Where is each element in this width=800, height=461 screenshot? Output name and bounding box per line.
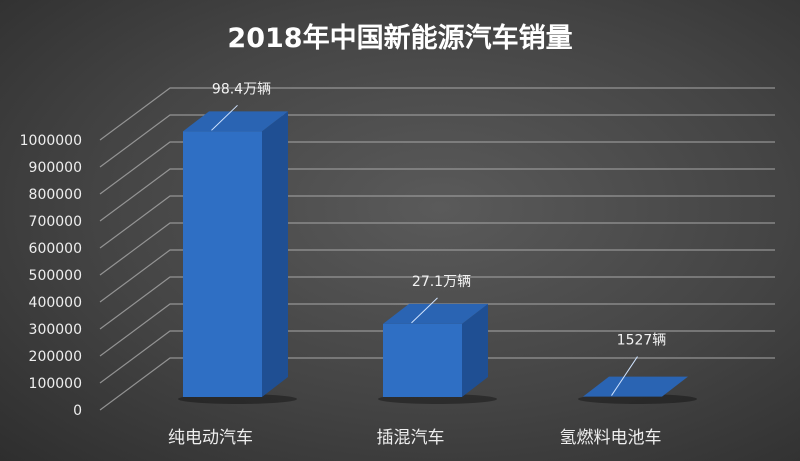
data-label-leader [211,104,238,131]
bar: 1527辆 [578,333,697,404]
gridline [99,357,775,411]
gridline [99,330,775,384]
gridlines [99,87,775,411]
y-tick-label: 700000 [29,214,82,230]
data-label: 27.1万辆 [412,274,471,290]
gridline [99,303,775,357]
chart-title: 2018年中国新能源汽车销量 [227,22,572,54]
data-label: 1527辆 [617,333,667,349]
bar-front [383,323,462,397]
y-tick-label: 100000 [29,376,82,392]
gridline [99,195,775,249]
gridline [99,249,775,303]
bar-top [383,303,488,324]
data-label-leader [611,356,638,396]
y-tick-label: 400000 [29,295,82,311]
category-label: 插混汽车 [377,428,445,448]
y-tick-label: 300000 [29,322,82,338]
bar-side [262,111,288,397]
y-tick-label: 600000 [29,241,82,257]
bar-top [183,111,288,132]
bar: 98.4万辆 [178,81,297,404]
bars: 98.4万辆 27.1万辆 1527辆 [178,81,697,404]
bar-front [183,131,262,397]
gridline [99,141,775,195]
gridline [99,168,775,222]
y-tick-label: 0 [73,403,82,419]
gridline [99,114,775,168]
gridline [99,222,775,276]
data-label-leader [411,297,438,324]
data-label: 98.4万辆 [212,81,271,97]
y-tick-label: 1000000 [20,133,82,149]
y-tick-label: 500000 [29,268,82,284]
gridline [99,276,775,330]
x-axis: 纯电动汽车 插混汽车 氢燃料电池车 [168,428,662,448]
bar: 27.1万辆 [378,274,497,404]
category-label: 氢燃料电池车 [560,428,662,448]
y-axis: 0 100000 200000 300000 400000 500000 600000 700… [20,133,82,419]
y-tick-label: 800000 [29,187,82,203]
y-tick-label: 900000 [29,160,82,176]
gridline [99,87,775,141]
category-label: 纯电动汽车 [168,428,253,448]
bar-side [462,303,488,397]
bar-top [583,376,688,397]
y-tick-label: 200000 [29,349,82,365]
